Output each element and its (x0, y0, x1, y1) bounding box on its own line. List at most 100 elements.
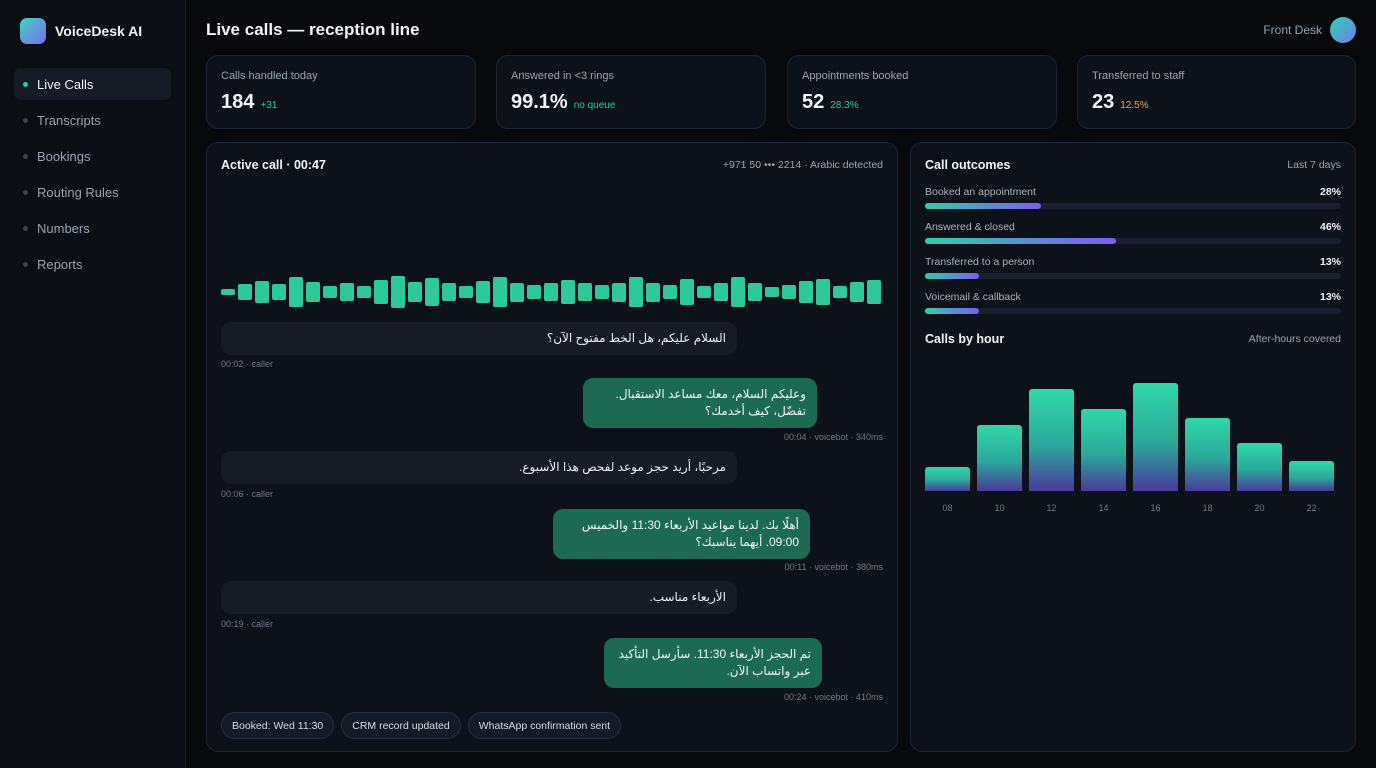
message-meta: 00:19 · caller (221, 619, 274, 629)
hour-bar[interactable] (1289, 460, 1334, 491)
active-call-panel: Active call · 00:47 +971 50 ••• 2214 · A… (206, 142, 898, 752)
outcome-label: Booked an appointment (925, 186, 1036, 198)
sidebar-item-label: Numbers (37, 220, 90, 236)
waveform-bar (238, 284, 252, 300)
waveform-bar (799, 280, 813, 304)
sidebar-item-routing-rules[interactable]: Routing Rules (14, 176, 171, 208)
sidebar-item-reports[interactable]: Reports (14, 248, 171, 280)
calls-by-hour-chart: 08 10 12 14 16 18 20 22 (925, 373, 1341, 513)
sidebar-item-label: Bookings (37, 148, 91, 164)
sidebar-item-numbers[interactable]: Numbers (14, 212, 171, 244)
calls-by-hour-note: After-hours covered (1248, 333, 1341, 345)
waveform-bar (408, 281, 422, 303)
outcome-row: Transferred to a person 13% (925, 256, 1341, 279)
caller-info: +971 50 ••• 2214 · Arabic detected (722, 159, 883, 171)
hour-bar[interactable] (1081, 408, 1126, 491)
dot-icon (23, 81, 28, 87)
waveform-bar (510, 282, 524, 302)
calls-by-hour-title: Calls by hour (925, 332, 1005, 346)
waveform-bar (595, 284, 609, 300)
outcomes-title: Call outcomes (925, 158, 1011, 172)
waveform-bar (867, 280, 881, 304)
waveform-bar (493, 277, 507, 307)
bot-message: أهلًا بك. لدينا مواعيد الأربعاء 11:30 وا… (553, 509, 810, 559)
hour-bar[interactable] (1133, 383, 1178, 491)
outcome-row: Answered & closed 46% (925, 221, 1341, 244)
outcome-label: Voicemail & callback (925, 291, 1021, 303)
crm-chip[interactable]: CRM record updated (341, 712, 461, 739)
kpi-value: 99.1% (511, 91, 568, 113)
app-logo-icon (20, 18, 46, 44)
outcome-track (925, 203, 1341, 209)
hour-bar[interactable] (1185, 417, 1230, 491)
kpi-value: 52 (802, 91, 825, 113)
dot-icon (23, 117, 28, 123)
outcome-bar (925, 308, 980, 314)
outcome-row: Booked an appointment 28% (925, 186, 1341, 209)
waveform-bar (306, 281, 320, 303)
kpi-label: Appointments booked (802, 70, 909, 82)
waveform-bar (663, 284, 677, 300)
brand[interactable]: VoiceDesk AI (20, 18, 142, 44)
dot-icon (23, 189, 28, 195)
outcome-bar (925, 273, 980, 279)
waveform-bar (425, 278, 439, 306)
hour-bar[interactable] (925, 467, 970, 491)
user-label: Front Desk (1263, 23, 1322, 37)
outcomes-range[interactable]: Last 7 days (1287, 159, 1341, 171)
waveform-bar (612, 282, 626, 302)
waveform-bar (578, 283, 592, 301)
outcome-bar (925, 238, 1117, 244)
waveform-bar (544, 283, 558, 301)
outcome-track (925, 238, 1341, 244)
whatsapp-chip[interactable]: WhatsApp confirmation sent (467, 712, 622, 739)
call-outcomes-panel: Call outcomes Last 7 days Booked an appo… (910, 142, 1356, 752)
sidebar-item-live-calls[interactable]: Live Calls (14, 68, 171, 100)
hour-tick-label: 08 (942, 503, 953, 513)
sidebar-item-label: Transcripts (37, 112, 101, 128)
avatar[interactable] (1330, 17, 1356, 43)
audio-waveform (221, 273, 884, 311)
waveform-bar (816, 279, 830, 305)
kpi-value: 184 (221, 91, 255, 113)
bot-message: وعليكم السلام، معك مساعد الاستقبال. تفضّ… (583, 378, 817, 428)
waveform-bar (357, 286, 371, 298)
outcome-label: Transferred to a person (925, 256, 1035, 268)
kpi-delta: +31 (260, 100, 278, 111)
sidebar-item-bookings[interactable]: Bookings (14, 140, 171, 172)
sidebar-item-label: Live Calls (37, 76, 94, 92)
waveform-bar (697, 285, 711, 299)
hour-tick-label: 20 (1254, 503, 1265, 513)
hour-bar[interactable] (977, 425, 1022, 491)
waveform-bar (442, 283, 456, 301)
kpi-label: Answered in <3 rings (511, 70, 615, 82)
waveform-bar (527, 284, 541, 300)
caller-message: مرحبًا، أريد حجز موعد لفحص هذا الأسبوع. (221, 451, 737, 484)
hour-bar[interactable] (1029, 389, 1074, 491)
hour-tick-label: 18 (1202, 503, 1213, 513)
sidebar: VoiceDesk AI Live Calls Transcripts Book… (0, 0, 186, 768)
waveform-bar (748, 283, 762, 301)
message-meta: 00:02 · caller (221, 359, 274, 369)
kpi-delta: no queue (573, 100, 616, 111)
waveform-bar (374, 280, 388, 304)
waveform-bar (272, 284, 286, 300)
hour-bar[interactable] (1237, 443, 1282, 491)
outcome-percent: 13% (1319, 256, 1341, 268)
call-actions: Booked: Wed 11:30 CRM record updated Wha… (221, 712, 628, 739)
waveform-bar (782, 284, 796, 300)
outcome-percent: 46% (1319, 221, 1341, 233)
waveform-bar (629, 277, 643, 307)
waveform-bar (850, 282, 864, 302)
waveform-bar (289, 277, 303, 307)
waveform-bar (714, 283, 728, 301)
user-menu[interactable]: Front Desk (1263, 17, 1356, 43)
kpi-card-appointments: Appointments booked 52 28.3% (787, 55, 1057, 129)
booking-chip[interactable]: Booked: Wed 11:30 (221, 712, 335, 739)
sidebar-item-transcripts[interactable]: Transcripts (14, 104, 171, 136)
app-name: VoiceDesk AI (55, 23, 143, 39)
waveform-bar (833, 285, 847, 299)
outcome-track (925, 273, 1341, 279)
dot-icon (23, 153, 28, 159)
waveform-bar (459, 285, 473, 299)
